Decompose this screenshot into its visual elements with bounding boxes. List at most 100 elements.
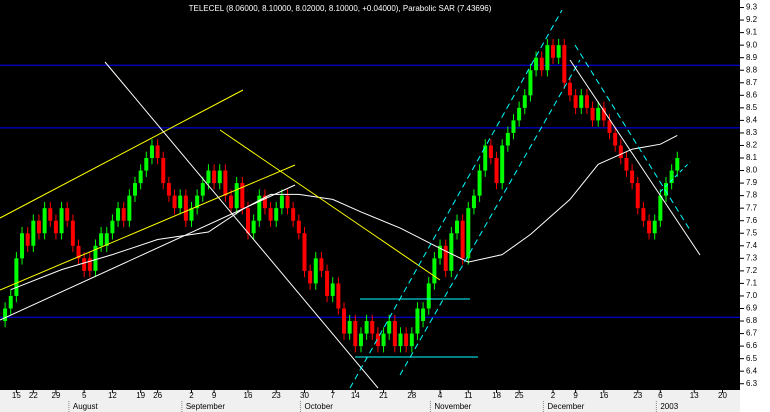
trendline [104, 61, 379, 389]
candle-body [511, 120, 516, 133]
candle-body [133, 183, 138, 196]
trendline [569, 59, 701, 256]
candle-body [104, 233, 109, 246]
candle-body [245, 208, 250, 234]
candle-body [262, 195, 267, 209]
y-tick-label: 8.6 [746, 90, 758, 99]
candle-body [110, 220, 115, 234]
x-tick-label: 14 [351, 391, 360, 400]
y-tick-label: 6.9 [746, 304, 758, 313]
candle-body [217, 170, 222, 184]
trendline [0, 184, 296, 321]
candle-body [336, 283, 341, 309]
candle-body [562, 45, 567, 83]
y-tick-label: 7.0 [746, 291, 758, 300]
month-label: 2003 [660, 402, 678, 411]
y-tick-label: 8.8 [746, 65, 758, 74]
candle-body [601, 107, 606, 121]
candle-body [234, 183, 239, 209]
candle-body [534, 57, 539, 71]
candle-body [584, 95, 589, 108]
candle-body [404, 333, 409, 347]
y-tick-label: 7.9 [746, 178, 758, 187]
candle-body [392, 321, 397, 347]
candle-body [477, 170, 482, 196]
candle-body [285, 195, 290, 209]
candle-body [647, 220, 652, 234]
candle-body [65, 208, 70, 221]
candle-body [172, 195, 177, 209]
candle-body [82, 258, 87, 271]
y-tick-label: 7.5 [746, 228, 758, 237]
candle-body [195, 195, 200, 209]
candle-body [121, 208, 126, 221]
candle-body [166, 183, 171, 196]
x-tick-label: 6 [658, 391, 663, 400]
candle-body [279, 195, 284, 209]
y-tick-label: 7.7 [746, 203, 758, 212]
candle-body [494, 158, 499, 184]
month-label: September [186, 402, 225, 411]
y-tick-label: 6.6 [746, 341, 758, 350]
candle-body [664, 183, 668, 196]
x-tick-label: 28 [407, 391, 416, 400]
candle-body [313, 258, 318, 284]
y-tick-label: 7.4 [746, 241, 758, 250]
y-tick-label: 7.6 [746, 216, 758, 225]
candle-body [624, 158, 629, 171]
candle-body [70, 220, 75, 246]
candle-body [545, 45, 550, 71]
candle-body [183, 195, 188, 221]
candle-body [675, 158, 680, 171]
y-tick-label: 8.9 [746, 53, 758, 62]
candle-body [212, 170, 217, 184]
candle-body [596, 107, 601, 121]
candle-body [398, 333, 403, 347]
x-tick-label: 15 [12, 391, 21, 400]
candle-body [353, 321, 358, 347]
month-label: November [434, 402, 471, 411]
candle-body [607, 120, 612, 133]
candle-body [415, 308, 420, 334]
x-tick-label: 23 [272, 391, 281, 400]
candle-body [443, 245, 448, 271]
candle-body [149, 145, 154, 159]
moving-average [10, 134, 678, 291]
candle-body [138, 170, 143, 184]
y-tick-label: 7.1 [746, 279, 758, 288]
candle-body [42, 208, 47, 234]
x-tick-label: 12 [108, 391, 117, 400]
candle-body [387, 321, 392, 334]
candle-body [127, 195, 132, 221]
candle-body [161, 158, 166, 184]
x-tick-label: 19 [136, 391, 145, 400]
candle-body [296, 220, 301, 234]
candle-body [460, 220, 465, 259]
trendline [219, 129, 441, 281]
y-tick-label: 7.2 [746, 266, 758, 275]
candle-body [25, 233, 30, 246]
candle-body [330, 283, 335, 296]
y-tick-label: 9.3 [746, 3, 758, 12]
candle-body [53, 220, 58, 234]
candle-body [200, 183, 205, 196]
candle-body [522, 95, 527, 108]
candle-body [76, 245, 81, 259]
candle-body [556, 45, 561, 58]
candle-body [347, 321, 352, 334]
y-tick-label: 8.5 [746, 103, 758, 112]
x-tick-label: 5 [82, 391, 87, 400]
x-tick-label: 18 [492, 391, 501, 400]
y-tick-label: 6.8 [746, 316, 758, 325]
candle-body [223, 170, 228, 196]
candle-body [438, 245, 443, 259]
candle-body [590, 107, 595, 121]
candle-body [116, 208, 121, 221]
candle-body [20, 233, 25, 259]
y-tick-label: 6.4 [746, 366, 758, 375]
candle-body [517, 107, 522, 121]
candle-body [251, 220, 256, 234]
x-tick-label: 9 [573, 391, 578, 400]
candle-body [505, 132, 510, 146]
y-tick-label: 8.2 [746, 141, 758, 150]
